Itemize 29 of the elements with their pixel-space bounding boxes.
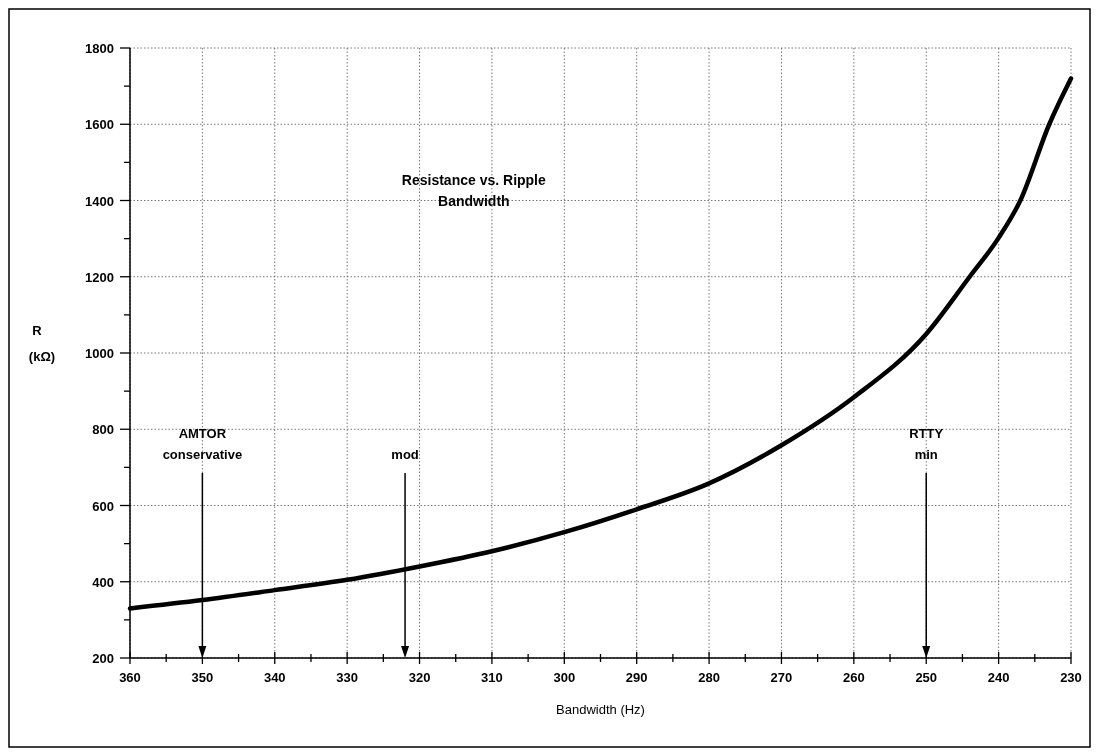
x-tick-label: 250 [915, 670, 938, 685]
x-tick-label: 270 [770, 670, 793, 685]
x-tick-label: 330 [336, 670, 359, 685]
y-tick-label: 600 [92, 498, 114, 514]
x-tick-label: 260 [842, 670, 865, 685]
x-tick-label: 360 [119, 670, 141, 685]
y-axis-title: R (kΩ) [28, 323, 56, 364]
ref-line-label: AMTOR conservative [162, 426, 243, 462]
x-tick-label: 320 [408, 670, 431, 685]
x-tick-label: 350 [191, 670, 214, 685]
y-tick-label: 400 [92, 574, 114, 590]
x-tick-label: 230 [1060, 670, 1082, 685]
y-tick-label: 1000 [85, 346, 114, 361]
y-tick-label: 1400 [85, 193, 114, 209]
y-tick-label: 200 [92, 651, 114, 666]
ref-line-label: RTTY min [909, 426, 944, 462]
x-tick-label: 240 [987, 670, 1010, 685]
y-tick-label: 1800 [85, 41, 114, 56]
x-axis-title: Bandwidth (Hz) [556, 702, 645, 717]
x-tick-label: 300 [553, 670, 576, 685]
x-tick-label: 340 [263, 670, 286, 685]
x-tick-label: 280 [698, 670, 720, 685]
ref-line-label: mod [391, 447, 419, 462]
y-tick-label: 1200 [85, 269, 114, 285]
text: Resistance vs. Ripple Bandwidth [401, 172, 547, 210]
y-tick-label: 800 [92, 422, 114, 438]
y-tick-label: 1600 [85, 117, 114, 133]
x-tick-label: 310 [481, 670, 503, 685]
x-tick-label: 290 [625, 670, 648, 685]
